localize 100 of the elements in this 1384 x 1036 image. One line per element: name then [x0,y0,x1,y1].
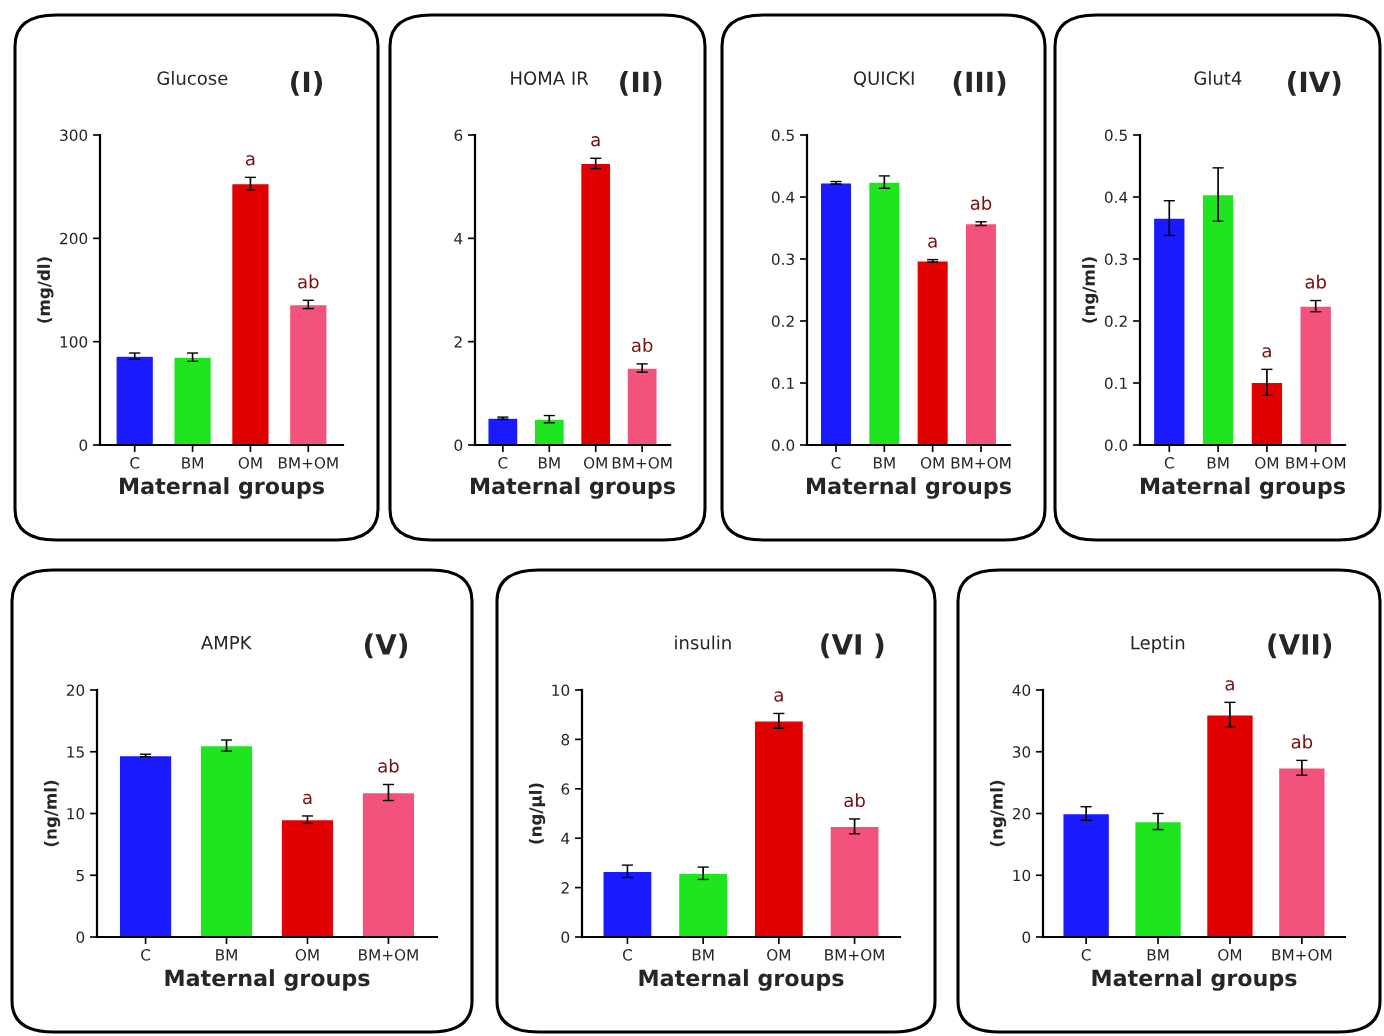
annotation: a [928,237,937,248]
chart-title: QUICKI [853,71,914,88]
y-tick-label: 2 [561,882,569,894]
y-axis-title: (ng/ml) [989,780,1007,847]
text: (II) [620,70,662,96]
bar [1062,812,1111,937]
x-tick-label: OM [295,949,319,961]
y-axis-title: (mg/dl) [37,257,54,323]
y-tick-label: 0 [79,439,88,452]
text: (III) [953,70,1006,96]
y-tick-label: 0 [1022,931,1031,944]
bar [819,182,853,445]
bar [280,818,335,937]
annotation: a [303,793,312,805]
bar [1133,820,1183,937]
y-tick-label: 10 [67,807,85,820]
x-tick-label: C [622,949,632,961]
y-tick-label: 4 [454,233,463,245]
annotation: ab [844,793,865,808]
y-tick-label: 0.4 [771,191,795,204]
bar [1299,305,1333,445]
x-axis-title: Maternal groups [165,969,370,991]
bar [533,418,566,445]
bar [230,182,270,445]
x-axis-title: Maternal groups [1141,477,1345,499]
x-tick-label: BM [692,949,714,961]
x-tick-label: BM+OM [951,457,1011,469]
bar [1201,193,1235,445]
annotation: ab [970,195,992,210]
annotation: a [245,155,255,166]
x-tick-label: BM [1207,457,1229,469]
y-tick-label: 0.4 [1104,191,1128,204]
x-tick-label: BM+OM [612,457,672,469]
y-tick-label: 2 [454,336,462,348]
annotation: ab [378,758,399,773]
chart-title: HOMA IR [511,71,589,85]
y-tick-label: 0.3 [1104,253,1127,266]
chart-title: AMPK [201,636,252,650]
bar [115,355,155,445]
y-axis-title: (ng/ml) [43,780,61,847]
y-tick-label: 0 [561,931,570,944]
y-tick-label: 0.5 [1104,129,1127,142]
annotation: a [774,691,783,702]
bar [487,417,519,445]
y-tick-label: 0 [454,439,463,452]
x-axis-title: Maternal groups [807,477,1011,499]
x-tick-label: BM+OM [359,949,418,961]
bar [753,720,805,937]
y-tick-label: 100 [60,336,88,348]
y-tick-label: 4 [561,832,570,844]
y-tick-label: 0.1 [771,377,794,390]
y-tick-label: 10 [552,684,570,697]
bar [626,367,658,445]
bar [1250,381,1284,445]
x-tick-label: BM+OM [825,949,884,961]
bar [199,744,254,937]
y-tick-label: 6 [454,129,463,142]
x-tick-label: BM+OM [1272,949,1332,961]
annotation: a [1262,347,1271,358]
bar [118,754,173,937]
y-tick-label: 5 [76,869,84,882]
y-tick-label: 0 [76,931,85,944]
x-axis-title: Maternal groups [639,969,844,991]
x-tick-label: OM [1218,949,1242,961]
chart-title: insulin [675,635,731,650]
x-tick-label: OM [583,457,607,469]
text: (VI ) [821,633,884,659]
bar [602,870,653,937]
bar [173,356,213,445]
y-tick-label: 0.1 [1104,377,1127,390]
y-tick-label: 0.2 [1104,315,1127,328]
annotation: a [1225,680,1234,691]
x-axis-title: Maternal groups [1092,969,1297,991]
y-tick-label: 20 [1012,807,1031,820]
x-tick-label: C [498,457,508,469]
bar [916,260,950,445]
y-tick-label: 0.2 [771,315,794,328]
x-tick-label: OM [238,457,262,469]
text: (V) [364,633,408,659]
x-axis-title: Maternal groups [120,477,324,499]
text: (VII) [1268,633,1332,659]
bar [1277,767,1326,937]
x-tick-label: C [1164,457,1174,469]
annotation: ab [1305,274,1326,289]
x-tick-label: BM+OM [1286,457,1346,469]
y-tick-label: 30 [1012,746,1031,758]
y-tick-label: 10 [1013,869,1031,882]
y-tick-label: 15 [67,746,84,758]
annotation: ab [631,338,653,353]
annotation: ab [1291,734,1313,749]
y-tick-label: 300 [60,129,88,142]
bar [288,303,328,445]
x-tick-label: C [130,457,140,469]
bar [579,162,612,445]
x-tick-label: BM+OM [278,457,338,469]
y-axis-title: (ng/µl) [528,783,546,844]
bar [1205,714,1255,937]
text: (I) [291,70,323,96]
x-axis-title: Maternal groups [471,477,675,499]
x-tick-label: C [831,457,841,469]
